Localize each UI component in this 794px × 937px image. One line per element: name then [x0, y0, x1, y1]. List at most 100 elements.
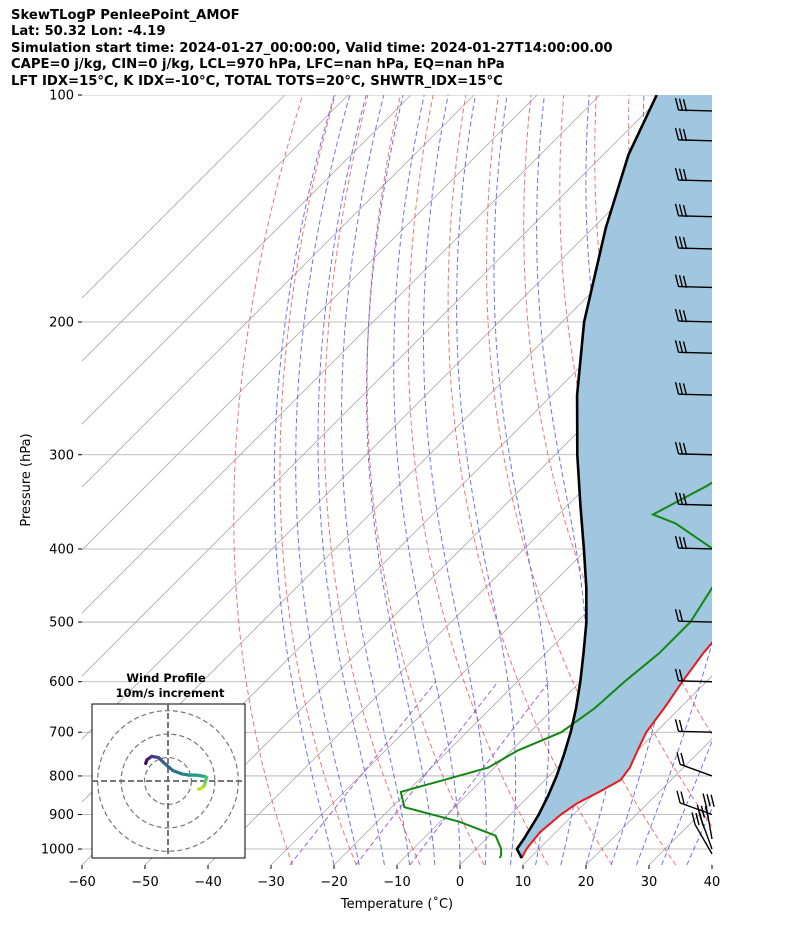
barb-flag [678, 536, 684, 549]
barb-shaft [679, 802, 713, 816]
wind-barb [674, 308, 713, 323]
wind-barb [674, 274, 713, 289]
wind-barb [674, 340, 713, 354]
moist-adiabat-line [366, 95, 436, 865]
y-tick-label: 200 [49, 315, 74, 330]
isotherm-line [82, 95, 538, 551]
x-tick-label: 40 [704, 875, 721, 890]
barb-flag [674, 492, 680, 505]
barb-flag [674, 535, 680, 549]
wind-barb [674, 668, 713, 683]
moist-adiabat-line [635, 95, 712, 865]
wind-barb [674, 719, 713, 733]
barb-flag [682, 341, 688, 354]
cape-shading [516, 95, 712, 859]
x-tick-label: −30 [257, 875, 284, 890]
barb-flag [678, 340, 684, 354]
wind-barb [674, 167, 713, 182]
isotherm-line [144, 297, 712, 865]
isotherm-line [333, 486, 712, 865]
barb-flag [680, 752, 685, 766]
barb-flag [674, 308, 680, 322]
y-tick-label: 1000 [41, 843, 74, 858]
barb-shaft [678, 547, 713, 550]
wind-barb [674, 535, 713, 550]
inset-plot [92, 704, 245, 858]
barb-flag [674, 719, 680, 732]
moist-adiabat-line [536, 95, 588, 865]
barb-flag [678, 382, 684, 395]
barb-flag [674, 382, 680, 395]
barb-flag [682, 310, 688, 323]
barb-flag [676, 790, 681, 804]
temperature-profile [520, 641, 712, 859]
barb-flag [682, 204, 688, 218]
x-axis-label: Temperature (˚C) [340, 896, 453, 912]
x-tick-label: 20 [578, 875, 595, 890]
barb-flag [678, 309, 684, 322]
barb-flag [691, 812, 696, 825]
chart-title-line-2: Lat: 50.32 Lon: -4.19 [11, 24, 166, 40]
y-tick-label: 700 [49, 726, 74, 741]
y-tick-label: 400 [49, 542, 74, 557]
barb-flag [682, 99, 688, 112]
barb-flag [678, 98, 684, 111]
barb-flag [682, 537, 688, 550]
barb-shaft [678, 179, 713, 182]
barb-shaft [679, 763, 713, 777]
barb-shaft [678, 109, 713, 112]
moist-adiabat-line [661, 740, 712, 865]
dry-adiabat-line [447, 95, 613, 865]
barb-shaft [678, 351, 713, 354]
barb-flag [674, 127, 680, 141]
isotherm-line [82, 95, 664, 677]
inset-title-line-1: Wind Profile [126, 671, 206, 685]
isotherm-line [82, 108, 712, 740]
barb-flag [710, 794, 715, 807]
moist-adiabat-line [295, 95, 360, 865]
barb-flag [680, 791, 685, 804]
barb-flag [674, 668, 680, 682]
barb-flag [674, 203, 680, 216]
moist-adiabat-line [341, 95, 411, 865]
barb-shaft [678, 320, 713, 323]
sounding-profiles [399, 95, 712, 859]
barb-flag [678, 442, 684, 455]
y-axis-ticks: 1000 900 800 700 600 500 400 300 200 100 [41, 89, 82, 858]
wind-barb [674, 608, 713, 623]
mixing-ratio-line [409, 681, 550, 865]
isotherm-line [82, 95, 601, 614]
wind-barbs [674, 97, 715, 855]
barb-flag [682, 493, 688, 506]
dry-adiabat-line [407, 95, 549, 865]
wind-barb [674, 127, 713, 142]
wind-barb [674, 441, 713, 456]
hodograph-segment [171, 768, 184, 776]
hodograph-inset [91, 703, 246, 859]
barb-shaft [678, 680, 713, 683]
barb-shaft [678, 393, 713, 396]
barb-flag [682, 237, 688, 250]
hodograph-segment [161, 760, 175, 773]
chart-title-line-3: Simulation start time: 2024-01-27_00:00:… [11, 40, 613, 56]
moist-adiabat-line [273, 95, 335, 865]
moist-adiabat-line [737, 95, 794, 865]
barb-flag [674, 167, 680, 181]
barb-flag [682, 275, 688, 288]
wind-barb [676, 752, 713, 777]
x-tick-label: −10 [383, 875, 410, 890]
isotherm-line [82, 95, 286, 299]
x-tick-label: −40 [194, 875, 221, 890]
dry-adiabat-line [486, 95, 677, 865]
barb-flag [695, 812, 700, 826]
wind-barb [676, 790, 713, 816]
y-tick-label: 900 [49, 808, 74, 823]
barb-flag [696, 804, 702, 818]
barb-flag [678, 719, 684, 733]
barb-flag [676, 752, 681, 765]
moist-adiabat-line [393, 95, 461, 865]
moist-adiabat-line [711, 863, 712, 865]
wind-barb [674, 203, 713, 218]
barb-flag [678, 168, 684, 181]
moist-adiabat-line [317, 95, 385, 865]
